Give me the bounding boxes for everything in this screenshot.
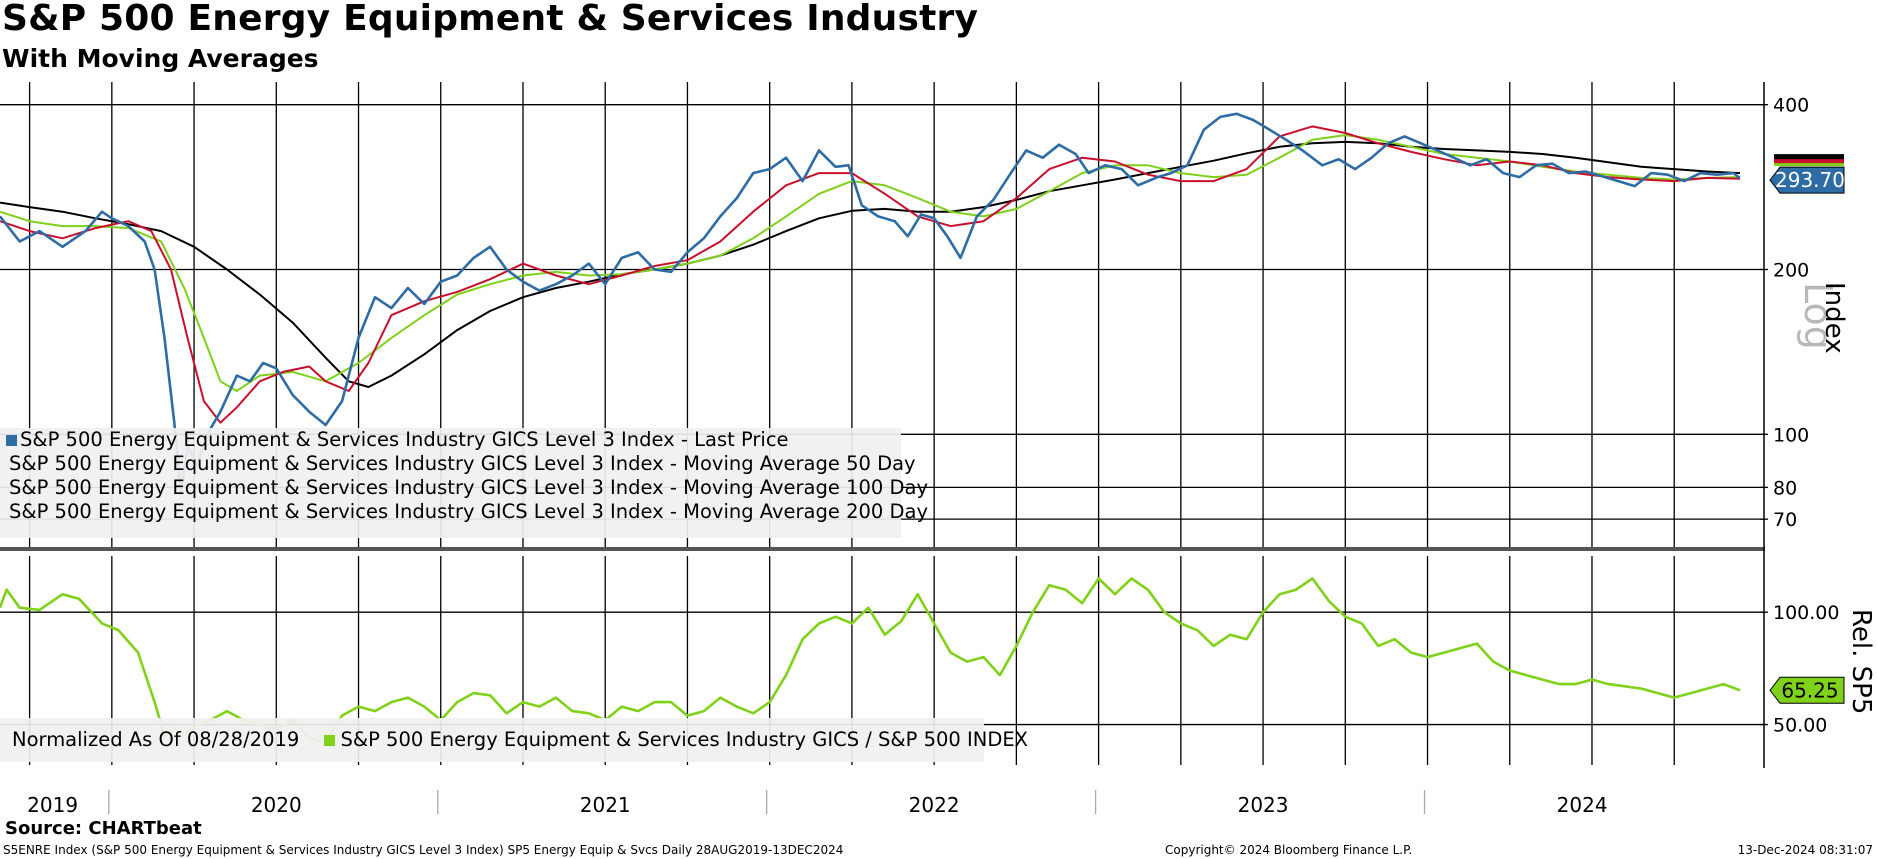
- upper-legend: S&P 500 Energy Equipment & Services Indu…: [0, 428, 928, 538]
- chart-title: S&P 500 Energy Equipment & Services Indu…: [2, 0, 979, 39]
- source-note: Source: CHARTbeat: [5, 818, 202, 839]
- ytick-label-lower: 100.00: [1773, 602, 1839, 624]
- lower-legend: Normalized As Of 08/28/2019 S&P 500 Ener…: [0, 718, 1028, 762]
- series-line-ma50: [0, 125, 1741, 424]
- year-label: 2023: [1238, 793, 1289, 817]
- footer-timestamp: 13-Dec-2024 08:31:07: [1737, 843, 1873, 857]
- chart-subtitle: With Moving Averages: [2, 44, 319, 73]
- year-label: 2020: [251, 793, 302, 817]
- last-value-flag-upper: 293.70: [1769, 166, 1845, 194]
- last-value-flag-lower-shape: [1769, 676, 1845, 704]
- legend-swatch-last-price: [6, 434, 17, 446]
- axis-label-relative: Rel. SP5: [1846, 609, 1876, 715]
- legend-label-relative: S&P 500 Energy Equipment & Services Indu…: [340, 728, 1029, 751]
- ytick-label-upper: 70: [1773, 509, 1797, 531]
- legend-swatch-relative: [323, 735, 335, 746]
- ytick-label-upper: 400: [1773, 95, 1809, 117]
- footer-copyright: Copyright© 2024 Bloomberg Finance L.P.: [1165, 843, 1413, 857]
- series-line-ma100: [0, 134, 1741, 392]
- flag-ma200-marker: [1774, 154, 1844, 161]
- legend-item-ma50: S&P 500 Energy Equipment & Services Indu…: [6, 452, 916, 476]
- year-label: 2024: [1557, 793, 1608, 817]
- year-label: 2022: [909, 793, 960, 817]
- legend-label-ma200: S&P 500 Energy Equipment & Services Indu…: [9, 500, 929, 523]
- legend-label-last-price: S&P 500 Energy Equipment & Services Indu…: [20, 428, 789, 451]
- ytick-label-lower: 50.00: [1773, 715, 1827, 737]
- year-label: 2021: [580, 793, 631, 817]
- year-label: 2019: [27, 793, 78, 817]
- ytick-label-upper: 200: [1773, 259, 1809, 281]
- footer-description: S5ENRE Index (S&P 500 Energy Equipment &…: [3, 843, 844, 857]
- last-value-flag-lower-text: 65.25: [1781, 678, 1838, 702]
- legend-item-last-price: S&P 500 Energy Equipment & Services Indu…: [6, 428, 891, 452]
- flag-ma100-marker: [1774, 163, 1844, 167]
- ytick-label-upper: 80: [1773, 477, 1797, 499]
- legend-label-ma100: S&P 500 Energy Equipment & Services Indu…: [9, 476, 929, 499]
- last-value-flag-upper-text: 293.70: [1775, 168, 1845, 192]
- legend-normalized-note: Normalized As Of 08/28/2019: [12, 728, 300, 751]
- series-line-ma200: [0, 140, 1741, 388]
- upper-panel-series: [0, 112, 1741, 495]
- year-axis: 2019 2020 2021 2022 2023 2024: [27, 790, 1608, 817]
- last-value-flag-lower: 65.25: [1769, 676, 1845, 704]
- ytick-label-upper: 100: [1773, 424, 1809, 446]
- upper-panel-grid: [0, 82, 1765, 548]
- legend-item-ma100: S&P 500 Energy Equipment & Services Indu…: [6, 476, 928, 500]
- legend-item-ma200: S&P 500 Energy Equipment & Services Indu…: [6, 500, 928, 524]
- last-value-flag-upper-shape: [1769, 166, 1845, 194]
- flag-ma50-marker: [1774, 159, 1844, 165]
- series-line-last-price: [0, 112, 1741, 495]
- legend-label-ma50: S&P 500 Energy Equipment & Services Indu…: [9, 452, 916, 475]
- chart-axes: 70 80 100 200 400 50.00 100.00 293.70 65.25: [0, 82, 1845, 768]
- axis-label-index: Index: [1819, 282, 1849, 354]
